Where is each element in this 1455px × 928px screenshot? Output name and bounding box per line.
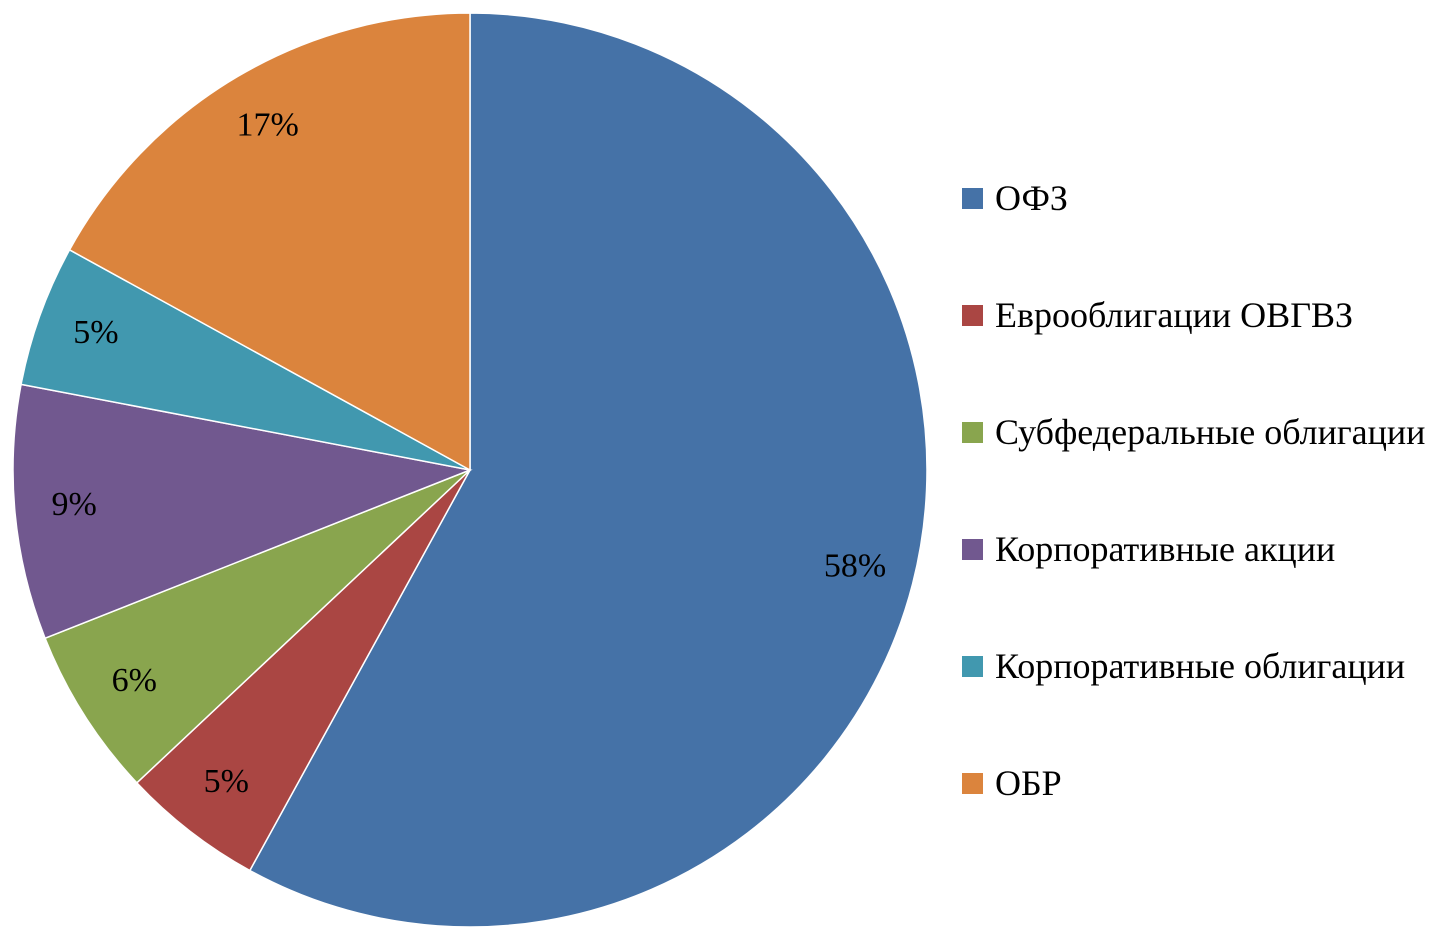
pie-slice [248,12,928,928]
data-label: 5% [73,314,118,351]
pie-slice [44,469,471,784]
legend-label: Еврооблигации ОВГВЗ [995,295,1354,335]
chart: 58% 5% 6% 9% 5% 17% [12,12,928,928]
legend-label: ОБР [995,763,1062,803]
legend-swatch [962,539,983,560]
data-label: 5% [204,763,249,800]
legend-item: Корпоративные облигации [962,640,1452,757]
legend-swatch [962,656,983,677]
data-label: 6% [112,662,157,699]
legend-swatch [962,305,983,326]
legend-item: ОБР [962,757,1452,874]
data-label: 58% [824,548,886,585]
pie-slice [135,469,471,872]
legend: ОФЗ Еврооблигации ОВГВЗ Субфедеральные обл… [962,172,1452,874]
legend-item: Субфедеральные облигации [962,406,1452,523]
legend-swatch [962,422,983,443]
legend-label: Корпоративные облигации [995,646,1406,686]
legend-item: Еврооблигации ОВГВЗ [962,289,1452,406]
pie-slice [68,12,471,472]
legend-item: Корпоративные акции [962,523,1452,640]
legend-label: Субфедеральные облигации [995,412,1426,452]
pie-slice [20,248,471,471]
data-label: 9% [52,486,97,523]
legend-label: ОФЗ [995,178,1068,218]
legend-label: Корпоративные акции [995,529,1336,569]
pie-slice [12,383,473,640]
legend-swatch [962,773,983,794]
legend-item: ОФЗ [962,172,1452,289]
data-label: 17% [236,107,298,144]
legend-swatch [962,188,983,209]
